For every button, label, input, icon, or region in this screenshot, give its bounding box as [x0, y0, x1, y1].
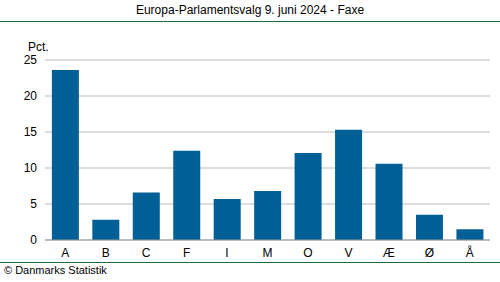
html-text:© Danmarks Statistik: © Danmarks Statistik [4, 264, 107, 276]
svg-text:F: F [183, 246, 190, 260]
svg-text:B: B [102, 246, 110, 260]
svg-text:C: C [142, 246, 151, 260]
svg-text:5: 5 [30, 197, 37, 211]
svg-text:Ø: Ø [425, 246, 434, 260]
html-text:Europa-Parlamentsvalg 9. juni: Europa-Parlamentsvalg 9. juni 2024 - Fax… [135, 3, 365, 17]
svg-text:M: M [263, 246, 273, 260]
svg-text:I: I [225, 246, 228, 260]
html-text:Pct.: Pct. [28, 40, 49, 54]
svg-text:V: V [344, 246, 352, 260]
svg-text:20: 20 [24, 89, 38, 103]
svg-text:10: 10 [24, 161, 38, 175]
svg-text:25: 25 [24, 53, 38, 67]
svg-text:Æ: Æ [383, 246, 395, 260]
svg-text:O: O [303, 246, 312, 260]
svg-text:15: 15 [24, 125, 38, 139]
svg-text:0: 0 [30, 233, 37, 247]
svg-text:A: A [61, 246, 69, 260]
svg-text:Å: Å [466, 245, 474, 260]
